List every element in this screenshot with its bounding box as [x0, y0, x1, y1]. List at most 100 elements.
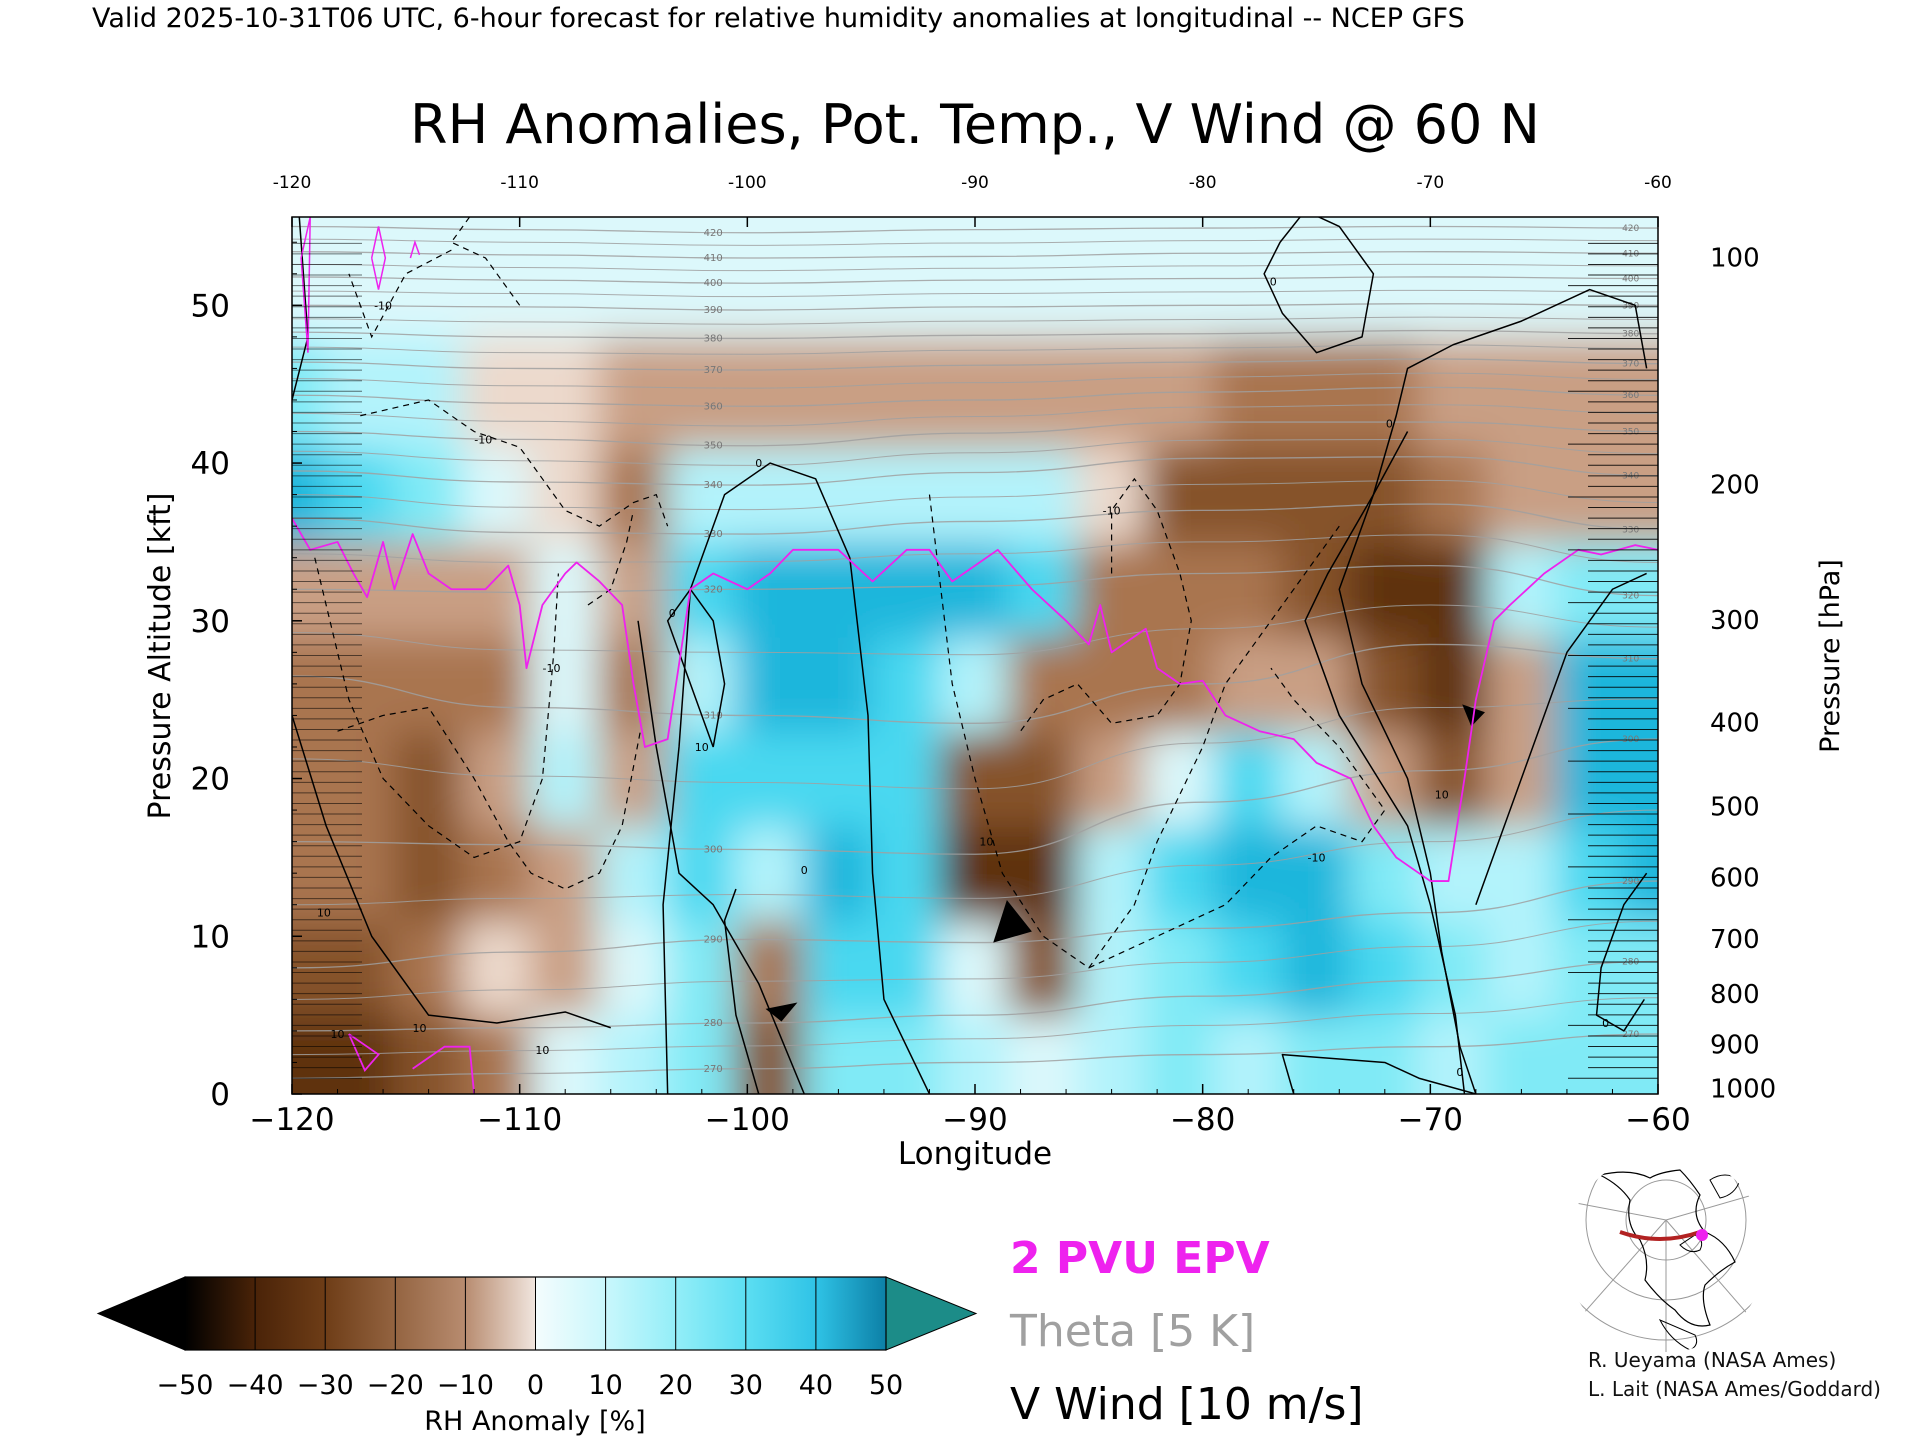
rh-anomaly-heatmap [292, 217, 1658, 1094]
rh-cell [530, 824, 601, 922]
theta-isentrope [292, 698, 1658, 790]
rh-cell [598, 824, 669, 922]
rh-cell [803, 1014, 874, 1094]
rh-cell [939, 635, 1011, 733]
theta-isentrope [292, 604, 1658, 656]
rh-cell [734, 730, 806, 827]
rh-cell [530, 919, 601, 1017]
rh-cell [1622, 335, 1658, 449]
colorbar-tick-label: 10 [588, 1370, 622, 1401]
rh-cell [666, 635, 737, 733]
v-wind-contour [662, 462, 931, 1094]
rh-cell [803, 335, 874, 449]
rh-cell [530, 635, 601, 733]
pressure-tick-label: 1000 [1710, 1075, 1776, 1105]
v-wind-contour [1020, 477, 1192, 732]
rh-cell [461, 217, 533, 338]
y-tick-label: 30 [191, 604, 230, 640]
v-wind-label: 0 [1270, 276, 1277, 289]
rh-cell [734, 635, 806, 733]
rh-cell [1144, 919, 1216, 1017]
rh-cell [1144, 446, 1216, 543]
epv-contour [292, 517, 1658, 882]
x-tick-label-top: -100 [728, 173, 767, 193]
rh-cell [1554, 446, 1625, 543]
v-wind-contour [587, 510, 635, 606]
rh-cell [325, 824, 396, 922]
legend: 2 PVU EPV Theta [5 K] V Wind [10 m/s] [1009, 1233, 1364, 1430]
rh-cell [292, 730, 328, 827]
x-tick-label: −80 [1170, 1102, 1235, 1138]
colorbar-tick-label: −30 [297, 1370, 354, 1401]
credit-line: R. Ueyama (NASA Ames) [1588, 1348, 1837, 1372]
theta-label: 270 [1622, 1030, 1639, 1040]
theta-label: 350 [704, 441, 723, 452]
rh-cell [666, 919, 737, 1017]
v-wind-contour [292, 715, 611, 1029]
rh-cell [1008, 217, 1079, 338]
credit-line: L. Lait (NASA Ames/Goddard) [1588, 1377, 1881, 1401]
theta-label: 360 [704, 401, 723, 412]
colorbar-tick-label: 30 [729, 1370, 763, 1401]
rh-cell [530, 540, 601, 638]
x-tick-label-top: -60 [1644, 173, 1672, 193]
rh-cell [393, 217, 464, 338]
rh-cell [325, 335, 396, 449]
rh-cell [1281, 730, 1352, 827]
theta-label: 270 [704, 1064, 723, 1075]
rh-cell [598, 446, 669, 543]
theta-isentrope [292, 534, 1658, 563]
rh-cell [325, 446, 396, 543]
map-marker [1696, 1229, 1708, 1241]
rh-cell [1008, 919, 1079, 1017]
theta-label: 320 [1622, 592, 1639, 602]
y-axis-label-left: Pressure Altitude [kft] [143, 493, 178, 820]
rh-cell [1281, 1014, 1352, 1094]
colorbar-segment [465, 1277, 536, 1350]
rh-cell [939, 1014, 1011, 1094]
rh-cell [1417, 919, 1489, 1017]
v-wind-contour [637, 620, 805, 1094]
theta-isentrope [292, 303, 1658, 311]
rh-cell [1008, 1014, 1079, 1094]
theta-isentrope [292, 263, 1658, 272]
rh-cell [1076, 335, 1147, 449]
rh-cell [325, 635, 396, 733]
rh-cell [1622, 446, 1658, 543]
rh-cell [461, 919, 533, 1017]
theta-label: 370 [704, 365, 723, 376]
rh-cell [1213, 919, 1284, 1017]
v-wind-contour [723, 888, 760, 1094]
y-axis-label-right: Pressure [hPa] [1815, 559, 1846, 753]
theta-isentrope [292, 997, 1658, 1056]
rh-cell [666, 1014, 737, 1094]
rh-cell [530, 446, 601, 543]
theta-label: 340 [1622, 472, 1639, 482]
theta-label: 380 [1622, 330, 1639, 340]
v-wind-contour [337, 706, 641, 890]
rh-cell [1144, 217, 1216, 338]
v-wind-core [765, 1002, 798, 1022]
rh-cell [1417, 540, 1489, 638]
colorbar-arrow-low [96, 1276, 186, 1351]
theta-label: 400 [704, 278, 723, 289]
x-axis-label: Longitude [898, 1136, 1052, 1172]
rh-cell [734, 335, 806, 449]
rh-cell [1349, 824, 1420, 922]
theta-isentrope [292, 238, 1658, 246]
epv-contour [412, 1045, 476, 1094]
rh-cell [1076, 540, 1147, 638]
rh-cell [393, 824, 464, 922]
rh-cell [1417, 730, 1489, 827]
v-wind-core [993, 899, 1032, 943]
pressure-tick-label: 700 [1710, 925, 1760, 955]
colorbar-segment [325, 1277, 396, 1350]
x-tick-label: −90 [942, 1102, 1007, 1138]
v-wind-label: 10 [412, 1022, 426, 1035]
locator-map [1566, 1152, 1766, 1352]
v-wind-label: 10 [535, 1044, 549, 1057]
colorbar-tick-label: −20 [367, 1370, 424, 1401]
rh-cell [939, 824, 1011, 922]
x-tick-label: −110 [477, 1102, 562, 1138]
v-wind-label: 0 [755, 457, 762, 470]
